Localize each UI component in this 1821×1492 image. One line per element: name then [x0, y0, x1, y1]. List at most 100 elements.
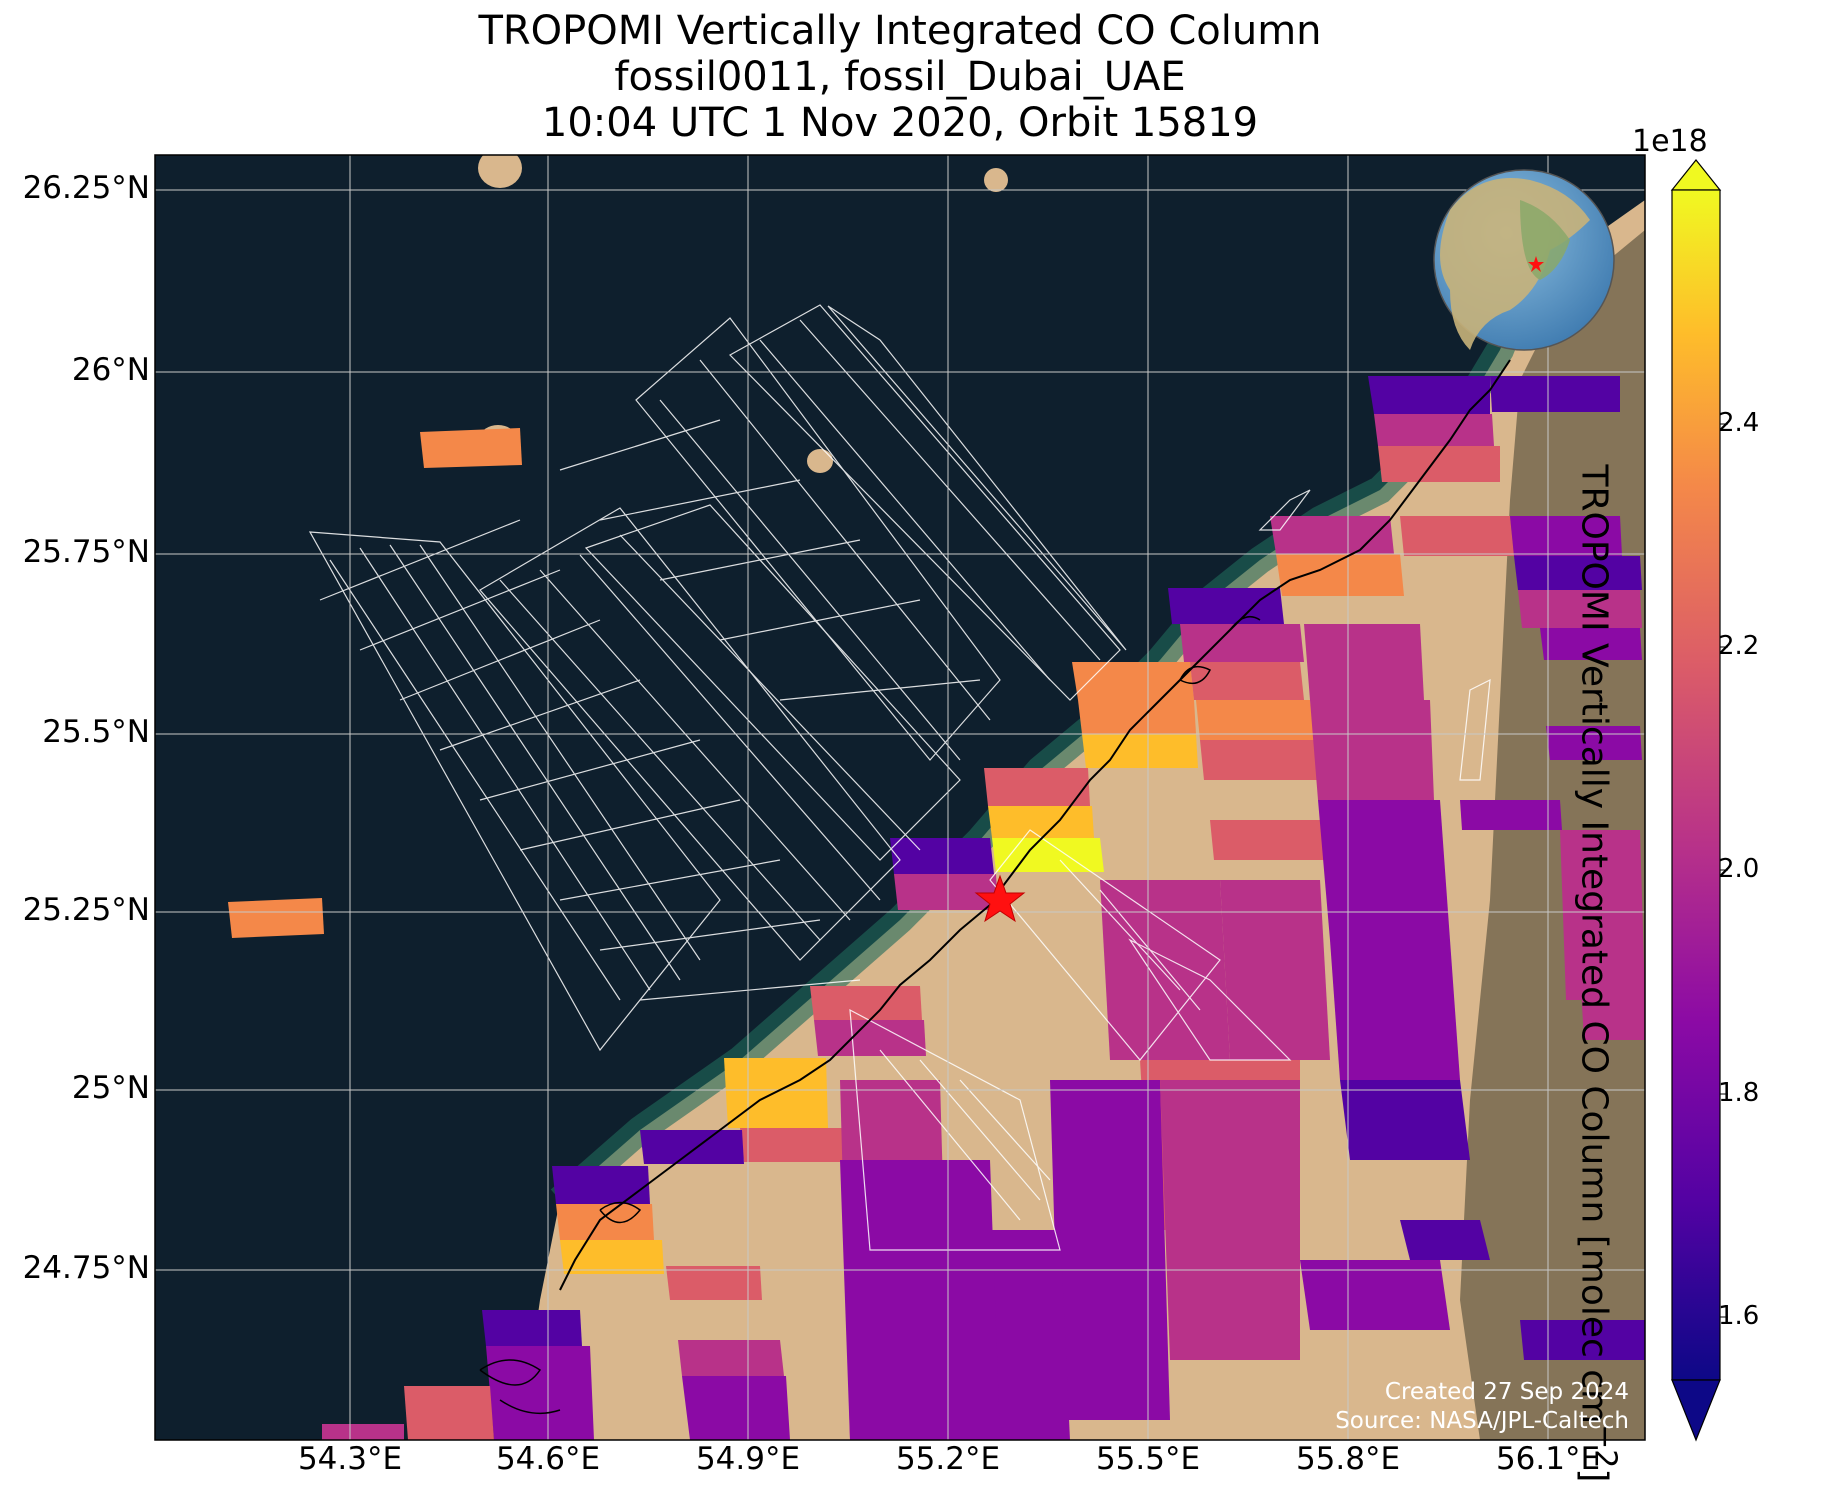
colorbar-exponent: 1e18 — [1632, 124, 1708, 159]
co-pixel — [1460, 800, 1562, 830]
lon-tick-label: 55.5°E — [1095, 1441, 1201, 1477]
co-pixel — [988, 806, 1094, 838]
colorbar-tick-label: 2.4 — [1718, 408, 1760, 438]
co-pixel — [740, 1128, 872, 1162]
colorbar-tick-label: 1.6 — [1718, 1301, 1760, 1331]
lon-tick-label: 54.9°E — [695, 1441, 801, 1477]
colorbar — [1670, 159, 1728, 1442]
co-pixel — [984, 768, 1090, 806]
co-pixel — [1196, 700, 1314, 740]
co-pixel — [1180, 624, 1304, 662]
co-pixel — [322, 1424, 404, 1440]
co-pixel — [1368, 376, 1490, 414]
co-pixel — [1300, 1260, 1450, 1330]
co-pixel — [1510, 516, 1622, 556]
lat-tick-label: 26.25°N — [22, 170, 150, 206]
lat-tick-label: 25°N — [71, 1070, 150, 1106]
title-line-3: 10:04 UTC 1 Nov 2020, Orbit 15819 — [541, 100, 1259, 146]
colorbar-tick-label: 2.2 — [1718, 631, 1760, 661]
co-pixel — [678, 1340, 784, 1376]
lon-tick-label: 55.8°E — [1295, 1441, 1401, 1477]
coastline-palm — [479, 615, 1261, 1415]
co-pixel — [486, 1346, 594, 1440]
co-pixel — [1490, 376, 1620, 412]
lat-tick-label: 25.5°N — [42, 714, 150, 750]
site-star-marker — [974, 874, 1026, 923]
co-pixel — [1276, 554, 1404, 596]
co-pixel — [1400, 516, 1514, 556]
co-pixel — [1330, 940, 1460, 1080]
co-pixel — [1050, 1080, 1170, 1420]
co-pixel — [1160, 1080, 1300, 1360]
lat-tick-label: 26°N — [71, 352, 150, 388]
co-pixel — [1304, 624, 1424, 700]
co-pixel — [666, 1266, 762, 1300]
lon-tick-label: 56.1°E — [1495, 1441, 1601, 1477]
co-pixel — [1378, 446, 1500, 482]
co-pixel — [404, 1386, 494, 1440]
co-pixel — [894, 874, 998, 910]
map-panel — [155, 155, 1645, 1440]
co-pixel — [1520, 1320, 1645, 1360]
colorbar-extend-max — [1670, 159, 1722, 191]
co-pixel — [1374, 414, 1494, 446]
credit-source: Source: NASA/JPL-Caltech — [1335, 1408, 1629, 1434]
co-pixel — [1210, 820, 1324, 860]
co-pixel — [1540, 628, 1642, 660]
co-pixel — [1078, 700, 1196, 734]
co-pixel — [228, 898, 324, 938]
colorbar-tick-label: 1.8 — [1718, 1078, 1760, 1108]
colorbar-label-end: ] — [1573, 1468, 1615, 1483]
co-pixel — [840, 1160, 1000, 1440]
lon-tick-label: 54.3°E — [297, 1441, 403, 1477]
co-pixel — [890, 838, 994, 874]
island — [807, 449, 833, 473]
title-line-1: TROPOMI Vertically Integrated CO Column — [478, 8, 1322, 54]
co-pixel — [1072, 662, 1194, 700]
colorbar-gradient — [1671, 189, 1721, 1381]
co-pixel — [1100, 880, 1230, 1060]
co-pixel — [1514, 556, 1642, 590]
filtered-pixel-grid — [308, 304, 1491, 1251]
co-pixel — [560, 1240, 664, 1274]
island — [984, 168, 1008, 192]
co-pixel — [552, 1166, 650, 1204]
co-pixels — [228, 376, 1645, 1440]
co-pixel — [1518, 590, 1642, 628]
lat-tick-label: 25.75°N — [22, 534, 150, 570]
co-pixel — [1318, 800, 1450, 940]
co-pixel — [1200, 740, 1320, 780]
coastline — [559, 359, 1511, 1291]
credit-created: Created 27 Sep 2024 — [1384, 1379, 1629, 1405]
co-pixel — [810, 986, 922, 1020]
co-pixel — [814, 1020, 926, 1056]
co-pixel — [1082, 734, 1198, 768]
co-pixel — [1190, 662, 1304, 700]
lat-tick-label: 25.25°N — [22, 892, 150, 928]
co-pixel — [1580, 970, 1645, 1040]
lon-tick-label: 54.6°E — [495, 1441, 601, 1477]
lat-tick-label: 24.75°N — [22, 1250, 150, 1286]
island — [478, 155, 522, 188]
co-pixel — [682, 1376, 790, 1440]
graticule — [155, 155, 1645, 1440]
colorbar-axis-label: TROPOMI Vertically Integrated CO Column … — [1574, 465, 1623, 1483]
globe-inset — [1433, 169, 1615, 351]
co-pixel — [640, 1130, 744, 1164]
co-pixel — [1220, 880, 1330, 1060]
co-pixel — [1560, 830, 1645, 1000]
colorbar-label-text: TROPOMI Vertically Integrated CO Column … — [1573, 464, 1615, 1425]
colorbar-tick-label: 2.0 — [1718, 854, 1760, 884]
lon-tick-label: 55.2°E — [895, 1441, 1001, 1477]
co-pixel — [556, 1204, 654, 1240]
co-pixel — [482, 1310, 582, 1346]
co-pixel — [1310, 700, 1434, 800]
co-pixel — [992, 838, 1104, 872]
co-pixel — [1270, 516, 1394, 554]
co-pixel — [1340, 1080, 1470, 1160]
co-pixel — [1168, 588, 1284, 624]
co-pixel — [1400, 1220, 1490, 1260]
co-pixel — [420, 428, 522, 468]
colorbar-extend-min — [1671, 1379, 1721, 1442]
